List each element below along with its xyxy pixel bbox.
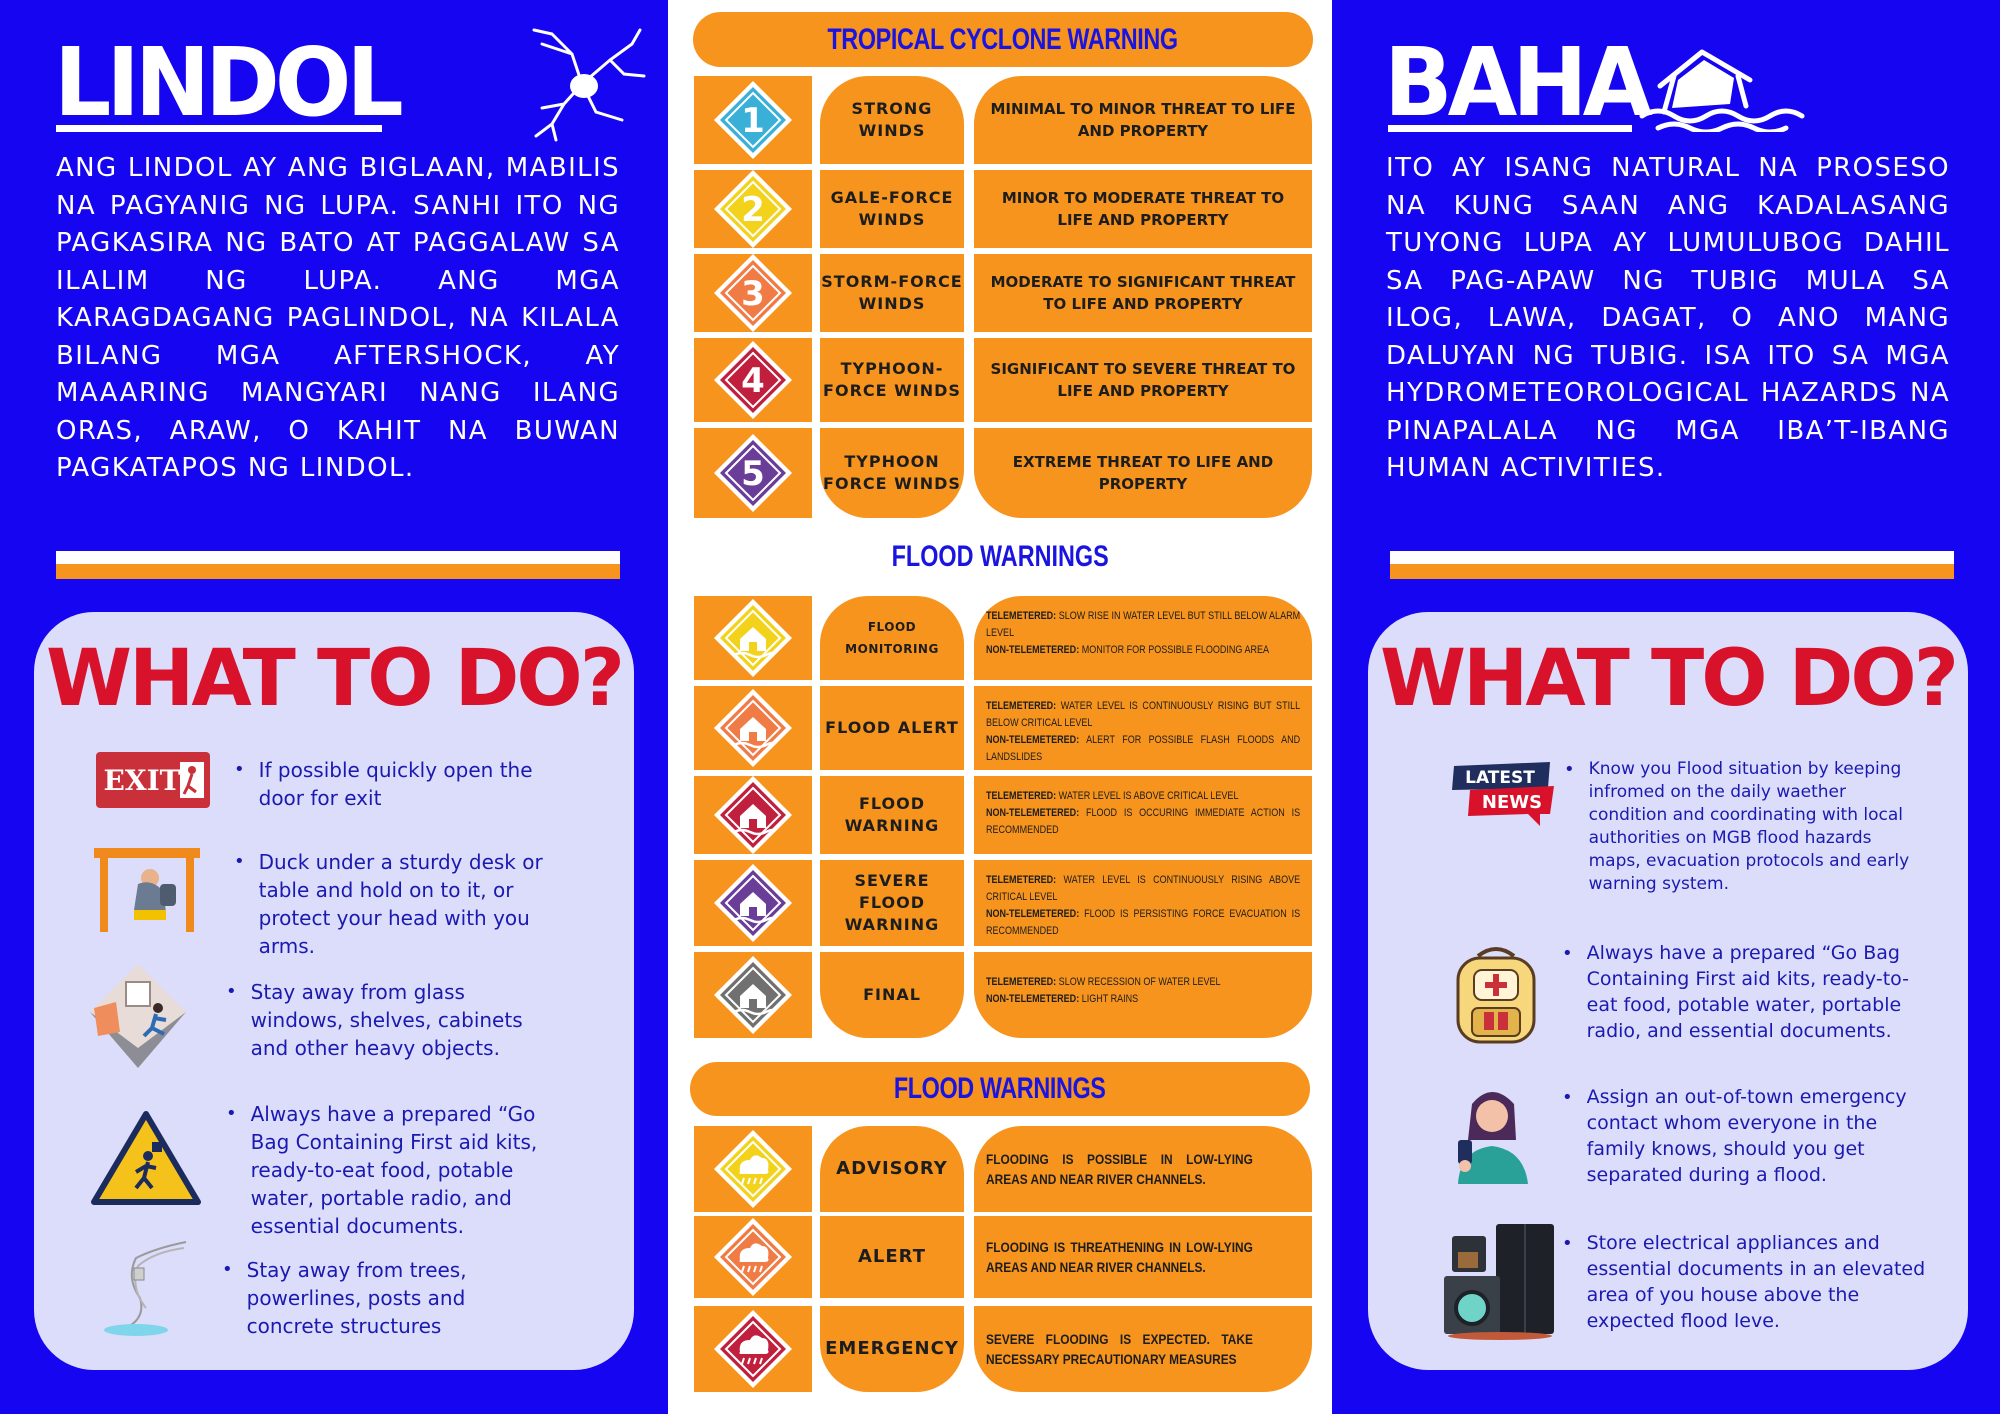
signal-badge: 2 (694, 170, 812, 248)
signal-badge: 1 (694, 76, 812, 164)
advisory-badge (694, 1126, 812, 1212)
signal-description: MODERATE TO SIGNIFICANT THREAT TO LIFE A… (974, 254, 1312, 332)
flood-advisory-title: FLOOD WARNINGS (894, 1072, 1106, 1105)
flood-level-name: FLOOD MONITORING (820, 596, 964, 680)
lindol-tip-text: If possible quickly open the door for ex… (258, 758, 533, 810)
advisory-description: FLOODING IS THREATHENING IN LOW-LYING AR… (974, 1216, 1312, 1298)
go-bag-icon (1456, 947, 1536, 1044)
flood-level-badge (694, 596, 812, 680)
flood-level-badge (694, 952, 812, 1038)
duck-under-table-icon (94, 848, 200, 932)
news-badge-bottom: NEWS (1482, 792, 1542, 813)
signal-name: TYPHOON FORCE WINDS (820, 428, 964, 518)
lindol-tip: • Stay away from trees, powerlines, post… (222, 1256, 552, 1340)
baha-tip: • Assign an out-of-town emergency contac… (1562, 1084, 1938, 1188)
fallen-powerline-icon (104, 1241, 187, 1336)
falling-objects-warning-icon (91, 1111, 201, 1205)
flood-warnings-heading: FLOOD WARNINGS (668, 540, 1332, 574)
baha-tip-text: Know you Flood situation by keeping infr… (1588, 759, 1910, 894)
baha-tip: • Know you Flood situation by keeping in… (1564, 758, 1926, 896)
flooded-house-icon (1639, 49, 1805, 132)
signal-badge: 5 (694, 428, 812, 518)
baha-what-to-do-card: WHAT TO DO? LATEST NEWS • Know you Flood… (1368, 612, 1968, 1370)
lindol-tip: • Always have a prepared “Go Bag Contain… (226, 1100, 556, 1240)
signal-name: GALE-FORCE WINDS (820, 170, 964, 248)
signal-number: 1 (741, 101, 765, 141)
lindol-tip-text: Stay away from glass windows, shelves, c… (250, 980, 523, 1060)
appliances-icon (1444, 1224, 1554, 1340)
earthquake-crack-icon (532, 28, 646, 142)
baha-tip-text: Assign an out-of-town emergency contact … (1586, 1086, 1907, 1186)
lindol-what-to-do-card: WHAT TO DO? EXIT • If possible quickly o… (34, 612, 634, 1370)
baha-tip-text: Store electrical appliances and essentia… (1586, 1232, 1926, 1332)
lindol-tip: • Duck under a sturdy desk or table and … (234, 848, 554, 960)
exit-sign-icon: EXIT (96, 752, 210, 808)
advisory-name: ALERT (820, 1216, 964, 1298)
signal-description: EXTREME THREAT TO LIFE AND PROPERTY (974, 428, 1312, 518)
flood-level-badge (694, 686, 812, 770)
signal-description: MINOR TO MODERATE THREAT TO LIFE AND PRO… (974, 170, 1312, 248)
flood-advisory-banner: FLOOD WARNINGS (690, 1062, 1310, 1116)
tcw-title: TROPICAL CYCLONE WARNING (827, 23, 1179, 56)
lindol-tip-text: Duck under a sturdy desk or table and ho… (258, 850, 543, 958)
signal-badge: 3 (694, 254, 812, 332)
baha-title: BAHA (1384, 27, 1652, 138)
lindol-tip: • If possible quickly open the door for … (234, 756, 574, 812)
advisory-description: SEVERE FLOODING IS EXPECTED. TAKE NECESS… (974, 1306, 1312, 1392)
advisory-badge (694, 1216, 812, 1298)
signal-number: 3 (741, 274, 765, 314)
flood-level-name: SEVERE FLOOD WARNING (820, 860, 964, 946)
signal-name: STORM-FORCE WINDS (820, 254, 964, 332)
flood-level-description: TELEMETERED: SLOW RECESSION OF WATER LEV… (974, 952, 1312, 1038)
baha-what-to-do-title: WHAT TO DO? (1380, 634, 1959, 724)
flood-level-description: TELEMETERED: WATER LEVEL IS CONTINUOUSLY… (974, 686, 1312, 770)
lindol-tip-text: Always have a prepared “Go Bag Containin… (250, 1102, 538, 1238)
flood-level-description: TELEMETERED: SLOW RISE IN WATER LEVEL BU… (974, 596, 1312, 680)
advisory-badge (694, 1306, 812, 1392)
lindol-title: LINDOL (54, 27, 404, 138)
signal-name: STRONG WINDS (820, 76, 964, 164)
flood-level-name: FINAL (820, 952, 964, 1038)
exit-sign-text: EXIT (104, 764, 181, 797)
warnings-column: TROPICAL CYCLONE WARNING 1 STRONG WINDS MI… (668, 0, 1332, 1414)
stay-away-from-glass-icon (90, 964, 186, 1068)
baha-tip: • Always have a prepared “Go Bag Contain… (1562, 940, 1938, 1044)
baha-description: Ito ay isang natural na proseso na kung … (1386, 153, 1950, 483)
lindol-panel: LINDOL Ang lindol ay ang biglaan, mabili… (0, 0, 668, 1414)
baha-tip-text: Always have a prepared “Go Bag Containin… (1586, 942, 1909, 1042)
baha-tip: • Store electrical appliances and essent… (1562, 1230, 1938, 1334)
lindol-description: Ang lindol ay ang biglaan, mabilis na pa… (56, 153, 620, 483)
flood-level-name: FLOOD WARNING (820, 776, 964, 854)
flood-level-badge (694, 776, 812, 854)
signal-badge: 4 (694, 338, 812, 422)
lindol-divider (56, 551, 620, 579)
lindol-tip-text: Stay away from trees, powerlines, posts … (246, 1258, 467, 1338)
signal-name: TYPHOON-FORCE WINDS (820, 338, 964, 422)
signal-number: 4 (741, 361, 765, 401)
signal-description: MINIMAL TO MINOR THREAT TO LIFE AND PROP… (974, 76, 1312, 164)
advisory-name: EMERGENCY (820, 1306, 964, 1392)
flood-level-badge (694, 860, 812, 946)
news-badge-top: LATEST (1465, 768, 1535, 788)
signal-number: 2 (741, 190, 765, 230)
emergency-contact-icon (1458, 1092, 1528, 1184)
tcw-banner: TROPICAL CYCLONE WARNING (693, 12, 1313, 67)
baha-title-underline (1388, 125, 1632, 132)
flood-level-description: TELEMETERED: WATER LEVEL IS CONTINUOUSLY… (974, 860, 1312, 946)
flood-warnings-title: FLOOD WARNINGS (891, 540, 1109, 573)
baha-panel: BAHA Ito ay isang natural na proseso na … (1332, 0, 2000, 1414)
flood-level-description: TELEMETERED: WATER LEVEL IS ABOVE CRITIC… (974, 776, 1312, 854)
signal-number: 5 (741, 454, 765, 494)
advisory-name: ADVISORY (820, 1126, 964, 1212)
lindol-what-to-do-title: WHAT TO DO? (46, 634, 625, 724)
advisory-description: FLOODING IS POSSIBLE IN LOW-LYING AREAS … (974, 1126, 1312, 1212)
signal-description: SIGNIFICANT TO SEVERE THREAT TO LIFE AND… (974, 338, 1312, 422)
flood-level-name: FLOOD ALERT (820, 686, 964, 770)
lindol-tip: • Stay away from glass windows, shelves,… (226, 978, 556, 1062)
baha-divider (1390, 551, 1954, 579)
latest-news-icon: LATEST NEWS (1452, 762, 1554, 826)
lindol-title-underline (56, 125, 382, 132)
